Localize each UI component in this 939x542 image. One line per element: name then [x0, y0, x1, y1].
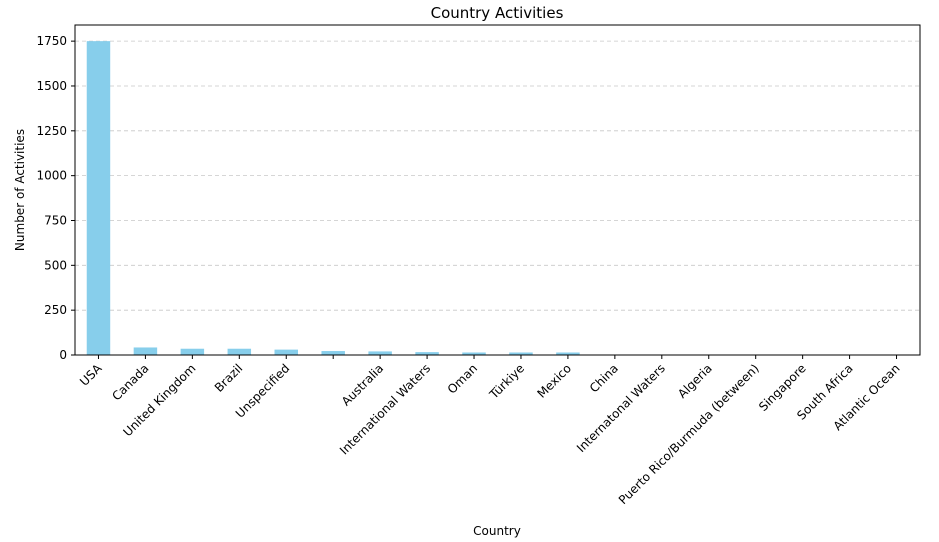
- x-axis-label: Country: [473, 524, 521, 538]
- x-tick-label: Brazil: [212, 361, 246, 395]
- y-tick-label: 250: [44, 303, 67, 317]
- y-tick-label: 500: [44, 258, 67, 272]
- x-tick-label: Algeria: [675, 361, 715, 401]
- x-tick-label: Canada: [109, 361, 151, 403]
- y-tick-label: 1000: [36, 169, 67, 183]
- bar: [509, 352, 533, 355]
- x-tick-label: International Waters: [337, 361, 433, 457]
- bar: [227, 348, 252, 355]
- x-tick-label: Mexico: [535, 361, 575, 401]
- x-tick-label: Oman: [445, 361, 480, 396]
- bar: [556, 352, 580, 355]
- bar: [133, 347, 158, 355]
- chart-title: Country Activities: [431, 4, 564, 22]
- bar: [368, 351, 392, 355]
- y-tick-label: 1250: [36, 124, 67, 138]
- bar: [86, 41, 111, 356]
- bars: [86, 41, 909, 356]
- bar: [180, 348, 205, 355]
- grid-lines: [75, 40, 920, 356]
- plot-frame: [74, 24, 921, 356]
- x-tick-label: Australia: [339, 361, 386, 408]
- y-axis-ticks: 0 250 500 750 1000 1250 1500 1750: [36, 34, 75, 362]
- y-tick-label: 1500: [36, 79, 67, 93]
- bar: [274, 349, 298, 355]
- y-tick-label: 750: [44, 213, 67, 227]
- y-tick-label: 0: [59, 348, 67, 362]
- y-tick-label: 1750: [36, 34, 67, 48]
- x-tick-label: Türkiye: [486, 361, 527, 402]
- x-tick-label: China: [587, 361, 621, 395]
- y-axis-label: Number of Activities: [13, 129, 27, 251]
- x-tick-label: USA: [77, 361, 105, 389]
- bar: [321, 351, 345, 355]
- x-tick-label: Internatonal Waters: [574, 361, 668, 455]
- bar: [462, 352, 486, 355]
- bar: [415, 352, 439, 355]
